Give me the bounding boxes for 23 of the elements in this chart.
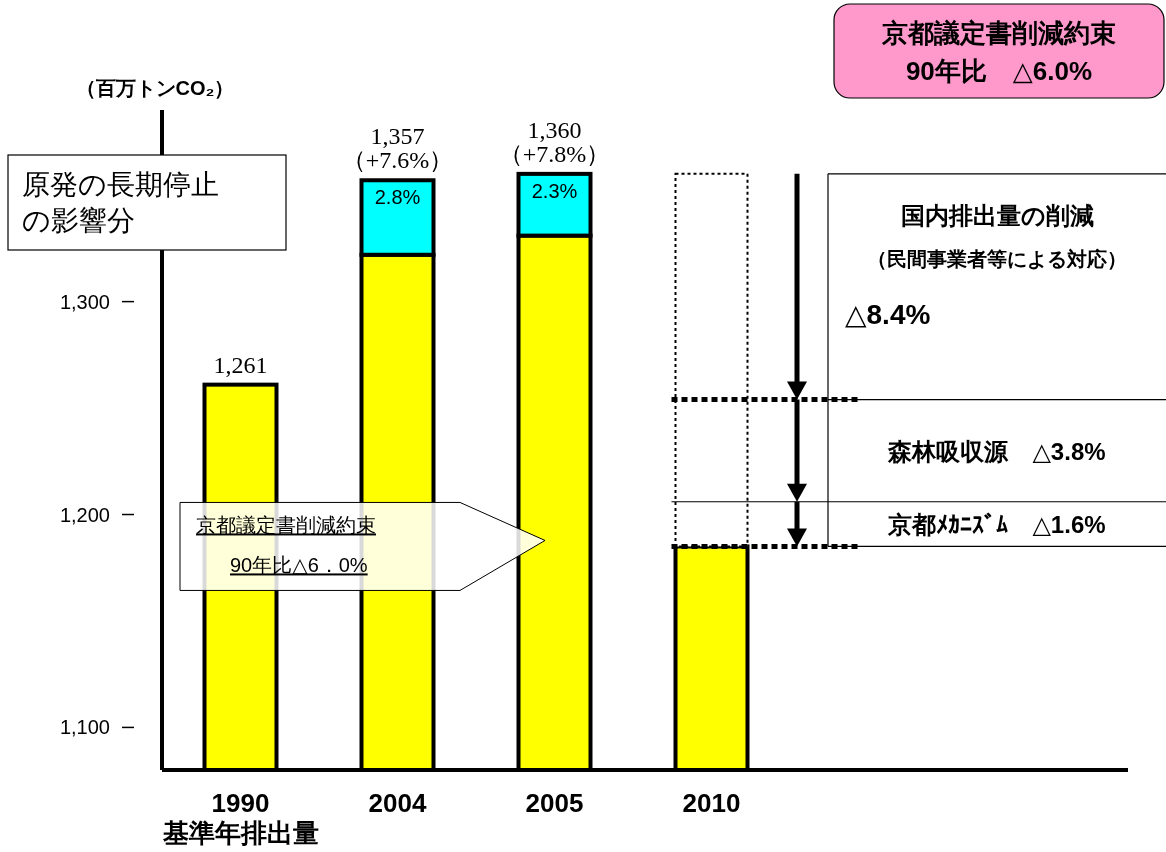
text: 90年比 △6.0%	[905, 56, 1093, 86]
text: △8.4%	[845, 298, 931, 330]
y-tick-label: 1,100	[59, 716, 110, 739]
annotation: 京都議定書削減約束	[196, 514, 376, 537]
annotation: 原発の長期停止の影響分	[22, 169, 219, 236]
total-label: 1,261	[213, 351, 268, 378]
total-label: 1,360 （+7.8%）	[498, 116, 611, 167]
y-axis-title: （百万トンCO₂）	[75, 77, 235, 99]
annotation: 90年比△6．0%	[230, 554, 368, 577]
x-tick-label: 1990 基準年排出量	[161, 788, 319, 848]
x-tick-label: 2005	[525, 788, 584, 818]
text: 国内排出量の削減	[900, 201, 1094, 229]
ref-line-label: 森林吸収源 △3.8%	[887, 437, 1106, 465]
y-tick-label: 1,200	[59, 503, 110, 526]
x-tick-label: 2010	[682, 788, 741, 818]
text: （民間事業者等による対応）	[867, 247, 1127, 270]
text: 京都議定書削減約束	[881, 18, 1116, 48]
x-tick-label: 2004	[368, 788, 427, 818]
ref-line-label: 京都ﾒｶﾆｽﾞﾑ △1.6%	[887, 511, 1106, 539]
annotation: 2.8%	[374, 186, 421, 209]
y-tick-label: 1,300	[59, 290, 110, 313]
annotation: 2.3%	[531, 179, 578, 202]
total-label: 1,357 （+7.6%）	[341, 123, 454, 174]
